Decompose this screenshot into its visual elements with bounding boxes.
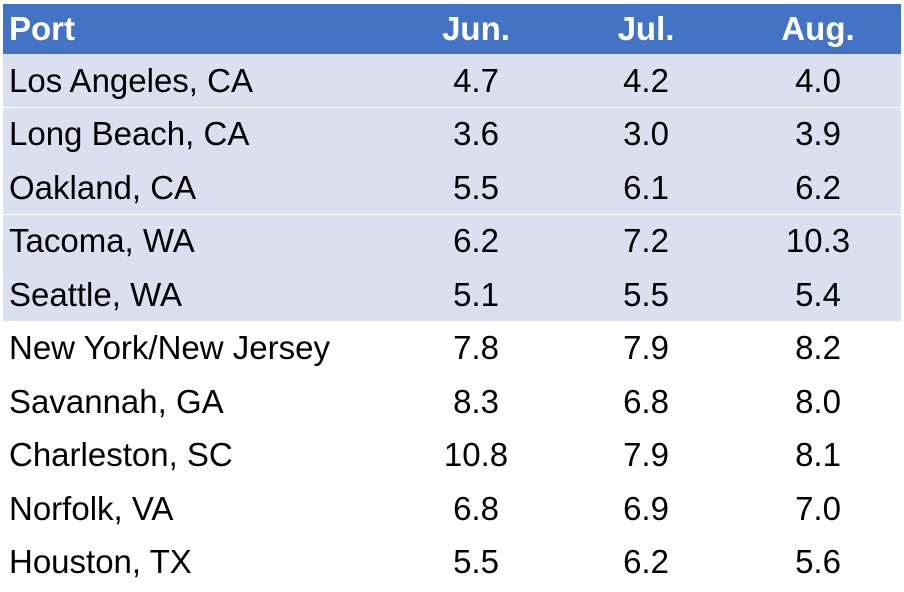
- jul-value-cell: 5.5: [623, 275, 669, 313]
- jul-value-cell: 3.0: [623, 115, 669, 152]
- header-port: Port: [9, 10, 75, 47]
- jul-value-cell: 6.8: [623, 382, 669, 420]
- port-cell: Houston, TX: [9, 543, 192, 580]
- jun-value-cell: 7.8: [453, 329, 499, 366]
- port-cell: New York/New Jersey: [9, 329, 330, 366]
- aug-value-cell: 3.9: [795, 115, 841, 152]
- table-row: Tacoma, WA 6.2 7.2 10.3: [3, 214, 901, 268]
- jul-value-cell: 7.2: [623, 222, 669, 259]
- table-row: Oakland, CA 5.5 6.1 6.2: [3, 161, 901, 214]
- port-cell: Seattle, WA: [9, 275, 183, 313]
- aug-value-cell: 8.1: [795, 436, 841, 473]
- table-row: Houston, TX 5.5 6.2 5.6: [3, 536, 901, 589]
- port-cell: Oakland, CA: [9, 168, 197, 206]
- jun-value-cell: 10.8: [443, 436, 509, 473]
- table-row: Savannah, GA 8.3 6.8 8.0: [3, 375, 901, 428]
- aug-value-cell: 6.2: [795, 168, 841, 206]
- jun-value-cell: 3.6: [453, 115, 499, 152]
- jul-value-cell: 6.2: [623, 543, 669, 580]
- port-cell: Los Angeles, CA: [9, 61, 253, 99]
- jun-value-cell: 6.2: [453, 222, 499, 259]
- jul-value-cell: 6.1: [623, 168, 669, 206]
- jul-value-cell: 7.9: [623, 436, 669, 473]
- port-cell: Savannah, GA: [9, 382, 224, 420]
- port-cell: Charleston, SC: [9, 436, 233, 473]
- aug-value-cell: 10.3: [785, 222, 851, 259]
- aug-value-cell: 8.0: [795, 382, 841, 420]
- jun-value-cell: 4.7: [453, 61, 499, 99]
- port-cell: Long Beach, CA: [9, 115, 250, 152]
- table-header-row: Port Jun. Jul. Aug.: [3, 4, 901, 54]
- table-row: Seattle, WA 5.1 5.5 5.4: [3, 268, 901, 321]
- jun-value-cell: 5.1: [453, 275, 499, 313]
- aug-value-cell: 7.0: [795, 489, 841, 527]
- header-jul: Jul.: [617, 10, 675, 47]
- table-row: New York/New Jersey 7.8 7.9 8.2: [3, 322, 901, 375]
- aug-value-cell: 4.0: [795, 61, 841, 99]
- jun-value-cell: 5.5: [453, 543, 499, 580]
- table-row: Long Beach, CA 3.6 3.0 3.9: [3, 107, 901, 161]
- header-aug: Aug.: [781, 10, 855, 47]
- jun-value-cell: 5.5: [453, 168, 499, 206]
- jul-value-cell: 6.9: [623, 489, 669, 527]
- table-row: Norfolk, VA 6.8 6.9 7.0: [3, 482, 901, 535]
- jun-value-cell: 8.3: [453, 382, 499, 420]
- aug-value-cell: 5.6: [795, 543, 841, 580]
- table-row: Charleston, SC 10.8 7.9 8.1: [3, 429, 901, 482]
- jul-value-cell: 7.9: [623, 329, 669, 366]
- port-cell: Norfolk, VA: [9, 489, 174, 527]
- header-jun: Jun.: [442, 10, 510, 47]
- jul-value-cell: 4.2: [623, 61, 669, 99]
- table-row: Los Angeles, CA 4.7 4.2 4.0: [3, 54, 901, 107]
- port-cell: Tacoma, WA: [9, 222, 195, 259]
- aug-value-cell: 5.4: [795, 275, 841, 313]
- aug-value-cell: 8.2: [795, 329, 841, 366]
- jun-value-cell: 6.8: [453, 489, 499, 527]
